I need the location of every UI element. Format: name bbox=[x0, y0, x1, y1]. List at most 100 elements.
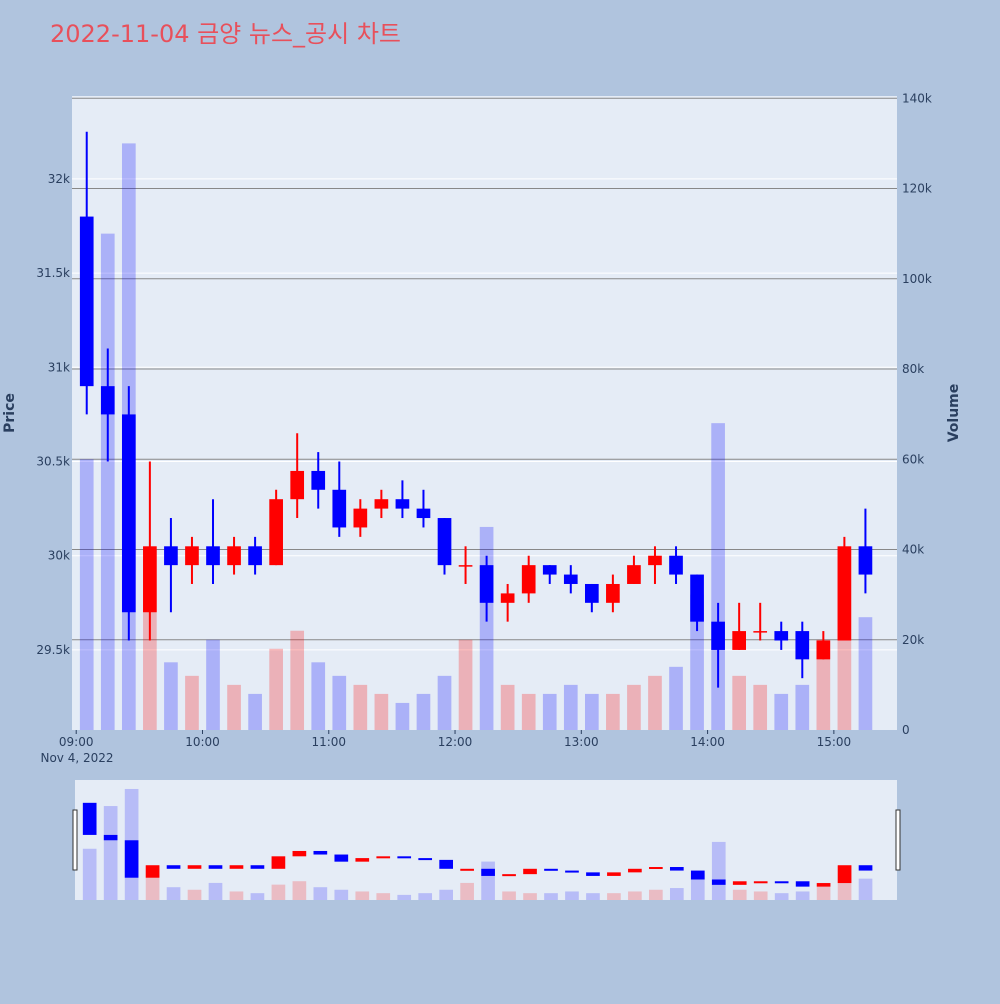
candle-body bbox=[374, 499, 389, 509]
volume-bar bbox=[395, 702, 410, 730]
candle-body bbox=[395, 499, 410, 509]
candle-body bbox=[816, 640, 831, 660]
slider-volume-bar bbox=[586, 893, 600, 900]
candle-body bbox=[479, 565, 494, 603]
slider-candle bbox=[669, 867, 684, 871]
slider-volume-bar bbox=[166, 887, 181, 900]
y2-tick-label: 20k bbox=[902, 633, 924, 647]
candle-body bbox=[353, 508, 368, 528]
volume-bar bbox=[753, 684, 768, 730]
slider-volume-bar bbox=[628, 891, 642, 900]
slider-volume-bar bbox=[208, 882, 223, 900]
candle-body bbox=[584, 583, 599, 603]
volume-bar bbox=[648, 675, 662, 730]
candle-body bbox=[690, 574, 704, 622]
slider-volume-bar bbox=[292, 881, 307, 900]
volume-bar bbox=[79, 459, 94, 730]
slider-volume-bar bbox=[439, 889, 453, 900]
candle-body bbox=[648, 555, 662, 566]
volume-bar bbox=[458, 639, 473, 730]
volume-bar bbox=[711, 423, 725, 730]
slider-candle bbox=[481, 868, 495, 876]
slider-volume-bar bbox=[649, 889, 663, 900]
slider-candle bbox=[753, 881, 768, 884]
y2-axis-title: Volume bbox=[946, 384, 962, 443]
candle-body bbox=[143, 546, 157, 613]
x-date-label: Nov 4, 2022 bbox=[40, 751, 113, 765]
candle-body bbox=[100, 386, 115, 415]
candle-body bbox=[206, 546, 220, 566]
volume-bar bbox=[690, 594, 704, 730]
slider-volume-bar bbox=[229, 891, 244, 900]
y2-tick-label: 60k bbox=[902, 452, 924, 466]
x-tick-label: 13:00 bbox=[564, 735, 599, 749]
slider-candle bbox=[376, 856, 391, 859]
slider-candle bbox=[397, 856, 412, 859]
candle-body bbox=[79, 216, 94, 387]
y-tick-label: 31k bbox=[48, 360, 70, 374]
x-tick-label: 14:00 bbox=[690, 735, 725, 749]
slider-candle bbox=[523, 868, 537, 875]
volume-bar bbox=[795, 684, 810, 730]
slider-candle bbox=[208, 865, 223, 869]
slider-volume-bar bbox=[669, 888, 684, 900]
candle-body bbox=[437, 518, 452, 566]
candle-body bbox=[416, 508, 431, 519]
candle-body bbox=[732, 631, 746, 650]
slider-candle bbox=[460, 868, 474, 871]
slider-candle bbox=[795, 881, 810, 887]
slider-volume-bar bbox=[418, 893, 433, 900]
slider-candle bbox=[858, 865, 873, 871]
volume-bar bbox=[500, 684, 515, 730]
slider-candle bbox=[502, 874, 516, 877]
volume-bar bbox=[563, 684, 578, 730]
slider-candle bbox=[313, 850, 328, 855]
volume-bar bbox=[627, 684, 641, 730]
y-tick-label: 32k bbox=[48, 172, 70, 186]
slider-candle bbox=[732, 881, 747, 885]
volume-bar bbox=[542, 693, 557, 730]
range-handle-right[interactable] bbox=[895, 809, 901, 871]
volume-bar bbox=[290, 630, 305, 730]
candle-body bbox=[332, 489, 347, 528]
range-handle-left[interactable] bbox=[72, 809, 78, 871]
slider-candle bbox=[649, 867, 663, 870]
x-tick-label: 15:00 bbox=[817, 735, 852, 749]
candle-body bbox=[500, 593, 515, 603]
slider-volume-bar bbox=[732, 889, 747, 900]
candle-body bbox=[269, 499, 283, 566]
slider-candle bbox=[586, 872, 600, 876]
slider-candle bbox=[250, 865, 265, 869]
slider-volume-bar bbox=[565, 891, 579, 900]
slider-candle bbox=[271, 856, 286, 869]
volume-bar bbox=[774, 693, 789, 730]
slider-volume-bar bbox=[481, 861, 495, 900]
candle-body bbox=[753, 631, 768, 633]
slider-volume-bar bbox=[397, 894, 412, 900]
slider-candle bbox=[418, 858, 433, 861]
candle-body bbox=[858, 546, 873, 575]
chart-title: 2022-11-04 금양 뉴스_공시 차트 bbox=[50, 20, 401, 48]
volume-bar bbox=[269, 648, 283, 730]
x-tick-label: 10:00 bbox=[185, 735, 220, 749]
slider-volume-bar bbox=[711, 841, 726, 900]
y-tick-label: 29.5k bbox=[36, 643, 70, 657]
candle-body bbox=[311, 470, 326, 490]
volume-bar bbox=[164, 662, 178, 730]
volume-bar bbox=[584, 693, 599, 730]
slider-candle bbox=[690, 870, 705, 880]
y2-tick-label: 40k bbox=[902, 543, 924, 557]
volume-bar bbox=[353, 684, 368, 730]
candle-body bbox=[542, 565, 557, 575]
candle-body bbox=[290, 470, 305, 500]
candle-body bbox=[563, 574, 578, 584]
candle-body bbox=[774, 631, 789, 641]
candle-body bbox=[164, 546, 178, 566]
volume-bar bbox=[248, 693, 262, 730]
range-slider[interactable] bbox=[75, 780, 897, 900]
x-tick-label: 11:00 bbox=[311, 735, 346, 749]
volume-bar bbox=[374, 693, 389, 730]
slider-candle bbox=[187, 865, 202, 869]
slider-candle bbox=[166, 865, 181, 869]
